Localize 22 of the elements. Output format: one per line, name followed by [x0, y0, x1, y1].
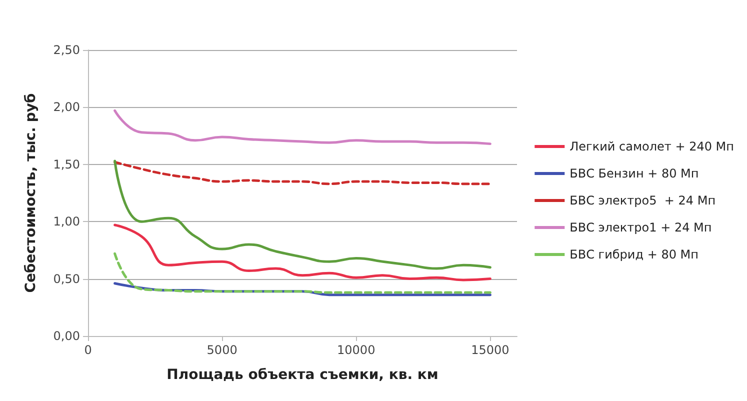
- x-tick-label: 15000: [471, 343, 510, 357]
- legend-label: Легкий самолет + 240 Мп: [570, 140, 734, 154]
- line-series: [114, 109, 492, 146]
- legend-label: БВС электро5 + 24 Мп: [570, 194, 716, 208]
- y-tick-label: 0,50: [53, 272, 80, 286]
- legend-label: БВС электро1 + 24 Мп: [570, 220, 712, 234]
- line-series: [114, 160, 492, 270]
- legend-label: БВС Бензин + 80 Мп: [570, 166, 699, 180]
- line-series: [114, 160, 492, 186]
- x-tick-label: 10000: [337, 343, 376, 357]
- x-tick-label: 5000: [206, 343, 238, 357]
- y-tick-label: 1,50: [53, 157, 80, 172]
- y-tick-label: 1,00: [53, 214, 80, 229]
- y-tick-label: 2,00: [53, 100, 80, 114]
- x-axis-title: Площадь объекта съемки, кв. км: [166, 367, 438, 383]
- x-tick-label: 0: [84, 343, 92, 357]
- y-axis-title: Себестоимость, тыс. руб: [23, 92, 39, 293]
- line-series: [114, 224, 492, 282]
- line-series: [114, 252, 492, 294]
- y-tick-label: 0,00: [53, 329, 80, 343]
- y-tick-label: 2,50: [53, 43, 80, 57]
- legend-label: БВС гибрид + 80 Мп: [570, 248, 698, 262]
